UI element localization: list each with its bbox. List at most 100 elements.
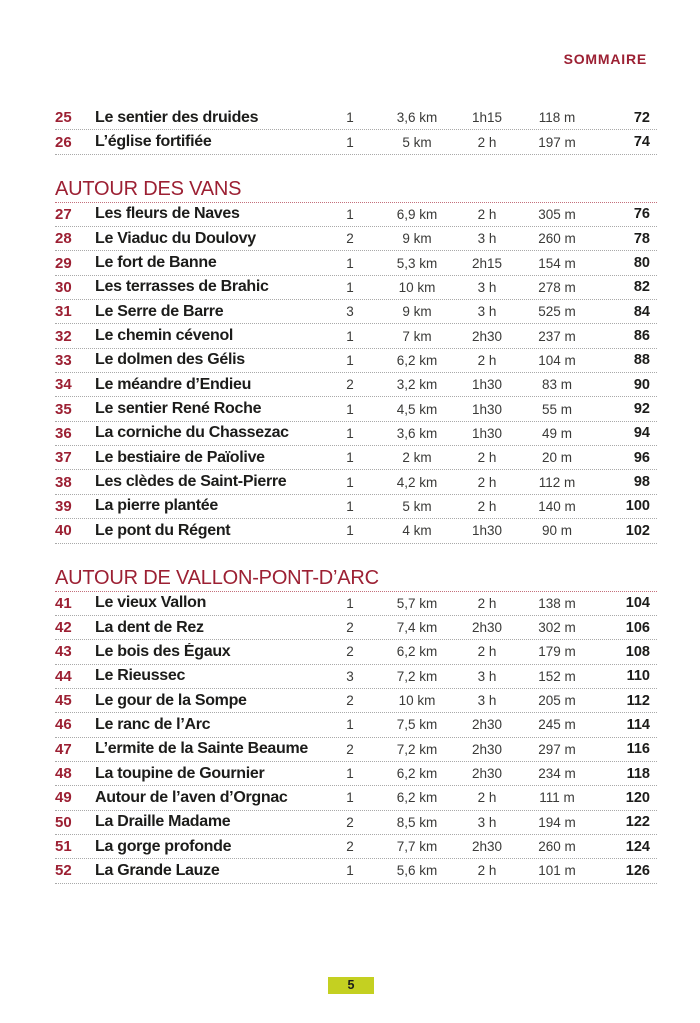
trail-number: 44 xyxy=(55,667,72,685)
trail-difficulty: 1 xyxy=(346,352,354,368)
trail-duration: 2 h xyxy=(477,863,497,879)
trail-distance: 6,9 km xyxy=(396,206,438,222)
trail-name: Le Viaduc du Doulovy xyxy=(95,229,256,247)
trail-distance: 6,2 km xyxy=(396,766,438,782)
trail-number: 33 xyxy=(55,351,72,369)
trail-page: 94 xyxy=(633,425,650,442)
trail-name: Le sentier René Roche xyxy=(95,400,262,418)
trail-elevation: 118 m xyxy=(538,110,576,126)
trail-name: Le sentier des druides xyxy=(95,108,259,126)
trail-number: 40 xyxy=(55,522,72,540)
toc-row: 52 La Grande Lauze 1 5,6 km 2 h 101 m 12… xyxy=(55,859,657,884)
trail-name: Le ranc de l’Arc xyxy=(95,715,211,733)
trail-number: 37 xyxy=(55,449,72,467)
trail-difficulty: 1 xyxy=(346,401,354,417)
section-title: AUTOUR DES VANS xyxy=(55,177,657,203)
trail-difficulty: 1 xyxy=(346,206,354,222)
trail-name: La corniche du Chassezac xyxy=(95,424,289,442)
toc-row: 36 La corniche du Chassezac 1 3,6 km 1h3… xyxy=(55,422,657,447)
toc-row: 37 Le bestiaire de Païolive 1 2 km 2 h 2… xyxy=(55,446,657,471)
trail-page: 106 xyxy=(625,619,650,636)
trail-duration: 1h30 xyxy=(471,425,503,441)
trail-elevation: 49 m xyxy=(541,425,572,441)
trail-duration: 1h30 xyxy=(471,523,503,539)
trail-distance: 7,5 km xyxy=(396,717,438,733)
trail-duration: 1h30 xyxy=(471,377,503,393)
trail-distance: 9 km xyxy=(402,304,432,320)
toc-row: 46 Le ranc de l’Arc 1 7,5 km 2h30 245 m … xyxy=(55,713,657,738)
trail-name: Le Rieussec xyxy=(95,667,186,685)
trail-name: L’église fortifiée xyxy=(95,133,212,151)
toc-row: 26 L’église fortifiée 1 5 km 2 h 197 m 7… xyxy=(55,130,657,155)
trail-number: 46 xyxy=(55,716,72,734)
trail-elevation: 260 m xyxy=(538,231,576,247)
trail-difficulty: 2 xyxy=(346,693,354,709)
trail-distance: 5,3 km xyxy=(396,255,438,271)
toc-row: 34 Le méandre d’Endieu 2 3,2 km 1h30 83 … xyxy=(55,373,657,398)
trail-elevation: 112 m xyxy=(538,474,576,490)
trail-duration: 2h30 xyxy=(471,741,503,757)
trail-difficulty: 1 xyxy=(346,474,354,490)
trail-difficulty: 2 xyxy=(346,741,354,757)
trail-difficulty: 2 xyxy=(346,839,354,855)
trail-distance: 4,2 km xyxy=(396,474,438,490)
trail-duration: 2 h xyxy=(477,498,497,514)
trail-number: 26 xyxy=(55,133,72,151)
trail-number: 25 xyxy=(55,109,72,127)
trail-distance: 3,2 km xyxy=(396,377,438,393)
toc-row: 35 Le sentier René Roche 1 4,5 km 1h30 5… xyxy=(55,397,657,422)
trail-duration: 2h30 xyxy=(471,717,503,733)
trail-number: 39 xyxy=(55,497,72,515)
trail-page: 114 xyxy=(626,716,650,733)
trail-elevation: 154 m xyxy=(538,255,576,271)
trail-page: 118 xyxy=(626,765,650,782)
trail-elevation: 245 m xyxy=(538,717,576,733)
trail-elevation: 305 m xyxy=(538,206,576,222)
trail-number: 38 xyxy=(55,473,72,491)
trail-elevation: 179 m xyxy=(538,644,576,660)
trail-name: Le fort de Banne xyxy=(95,254,217,272)
trail-name: La gorge profonde xyxy=(95,837,232,855)
trail-page: 78 xyxy=(633,230,650,247)
trail-distance: 10 km xyxy=(398,279,436,295)
trail-difficulty: 1 xyxy=(346,134,354,150)
trail-name: Le chemin cévenol xyxy=(95,327,234,345)
trail-number: 45 xyxy=(55,692,72,710)
trail-page: 104 xyxy=(625,595,650,612)
trail-difficulty: 1 xyxy=(346,595,354,611)
trail-number: 36 xyxy=(55,424,72,442)
toc-row: 27 Les fleurs de Naves 1 6,9 km 2 h 305 … xyxy=(55,203,657,228)
trail-duration: 2 h xyxy=(477,450,497,466)
trail-page: 108 xyxy=(625,643,650,660)
trail-distance: 7 km xyxy=(402,328,432,344)
trail-number: 43 xyxy=(55,643,72,661)
trail-page: 124 xyxy=(625,838,650,855)
trail-distance: 4,5 km xyxy=(396,401,438,417)
trail-distance: 5,7 km xyxy=(396,595,438,611)
toc-row: 49 Autour de l’aven d’Orgnac 1 6,2 km 2 … xyxy=(55,786,657,811)
trail-distance: 7,7 km xyxy=(396,839,438,855)
trail-distance: 6,2 km xyxy=(396,790,438,806)
trail-page: 72 xyxy=(633,109,650,126)
page-title: SOMMAIRE xyxy=(563,51,647,67)
trail-number: 50 xyxy=(55,813,72,831)
trail-distance: 6,2 km xyxy=(396,352,438,368)
toc-row: 45 Le gour de la Sompe 2 10 km 3 h 205 m… xyxy=(55,689,657,714)
trail-elevation: 234 m xyxy=(538,766,576,782)
trail-page: 88 xyxy=(633,352,650,369)
trail-duration: 2h30 xyxy=(471,328,503,344)
section-title: AUTOUR DE VALLON-PONT-D’ARC xyxy=(55,566,657,592)
trail-elevation: 197 m xyxy=(538,134,576,150)
trail-duration: 2 h xyxy=(477,474,497,490)
trail-name: La Grande Lauze xyxy=(95,861,220,879)
trail-number: 48 xyxy=(55,765,72,783)
trail-duration: 2h30 xyxy=(471,620,503,636)
trail-difficulty: 1 xyxy=(346,523,354,539)
trail-distance: 3,6 km xyxy=(396,425,438,441)
toc-row: 40 Le pont du Régent 1 4 km 1h30 90 m 10… xyxy=(55,519,657,544)
trail-name: Le dolmen des Gélis xyxy=(95,351,245,369)
trail-elevation: 260 m xyxy=(538,839,576,855)
trail-name: Le bois des Égaux xyxy=(95,642,231,660)
trail-page: 90 xyxy=(633,376,650,393)
trail-duration: 3 h xyxy=(477,814,497,830)
